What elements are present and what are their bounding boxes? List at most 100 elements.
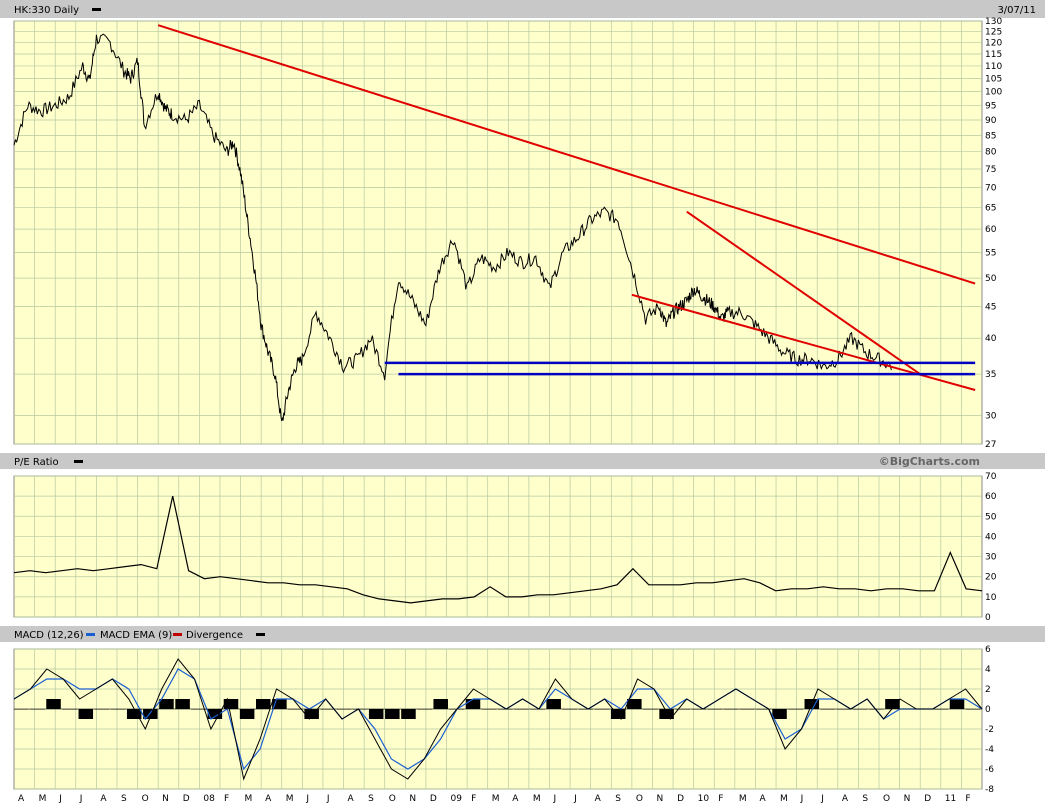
x-tick-label: A: [842, 794, 849, 804]
divergence-bar: [143, 709, 158, 719]
pe-grid: [14, 475, 982, 618]
macd-title-bar: [0, 626, 1045, 642]
divergence-bar: [223, 699, 239, 709]
x-tick-label: A: [18, 794, 25, 804]
price-panel: [13, 20, 983, 445]
y-tick-label: 40: [985, 532, 997, 542]
y-tick-label: 95: [985, 101, 996, 111]
divergence-bar: [272, 699, 287, 709]
divergence-bar: [949, 699, 965, 709]
x-tick-label: S: [121, 794, 127, 804]
trend-line: [686, 210, 921, 375]
x-tick-label: S: [368, 794, 374, 804]
y-tick-label: 125: [985, 28, 1002, 38]
x-tick-label: A: [595, 794, 602, 804]
price-y-axis: 27 30 35 40 45 50 55 60 65 70 75 80 85 90 95 100 105 110 1…: [985, 17, 1002, 450]
x-tick-label: J: [552, 794, 556, 804]
y-tick-label: 90: [985, 116, 997, 126]
legend-swatch-ema: [173, 633, 182, 636]
x-tick-label: M: [492, 794, 500, 804]
divergence-bar: [175, 699, 190, 709]
y-tick-label: 100: [985, 88, 1002, 98]
divergence-bar: [772, 709, 787, 719]
x-tick-label: S: [862, 794, 868, 804]
y-tick-label: 0: [985, 705, 991, 715]
x-tick-label: D: [430, 794, 437, 804]
header-bar: [0, 0, 1045, 18]
x-tick-label: A: [265, 794, 272, 804]
x-tick-label: A: [512, 794, 519, 804]
x-tick-label: 11: [945, 794, 956, 804]
divergence-bar: [546, 699, 561, 709]
y-tick-label: 27: [985, 440, 996, 450]
divergence-bar: [78, 709, 94, 719]
macd-legend-label: MACD (12,26): [14, 630, 84, 641]
y-tick-label: 35: [985, 370, 996, 380]
divergence-bar: [627, 699, 642, 709]
x-tick-label: O: [636, 794, 643, 804]
macd-line: [13, 658, 983, 781]
date-label: 3/07/11: [997, 5, 1036, 16]
x-tick-label: F: [718, 794, 723, 804]
divergence-bar: [368, 709, 384, 719]
price-line: [13, 33, 892, 422]
y-tick-label: 30: [985, 553, 997, 563]
divergence-bar: [659, 709, 674, 719]
divergence-bar: [256, 699, 271, 709]
x-tick-label: F: [471, 794, 476, 804]
x-tick-label: M: [39, 794, 47, 804]
y-tick-label: 2: [985, 685, 991, 695]
divergence-bar: [433, 699, 448, 709]
y-tick-label: 6: [985, 645, 991, 655]
x-tick-label: S: [615, 794, 621, 804]
divergence-bar: [159, 699, 174, 709]
chart-marks: [13, 24, 983, 781]
pe-title: P/E Ratio: [14, 457, 59, 468]
pe-y-axis: 0 10 20 30 40 50 60 70: [985, 472, 997, 623]
x-tick-label: J: [800, 794, 804, 804]
y-tick-label: 45: [985, 303, 996, 313]
divergence-bar: [465, 699, 481, 709]
y-tick-label: 75: [985, 165, 996, 175]
y-tick-label: 55: [985, 249, 996, 259]
divergence-legend-label: Divergence: [186, 630, 243, 641]
x-tick-label: M: [245, 794, 253, 804]
x-tick-label: D: [924, 794, 931, 804]
y-tick-label: 4: [985, 665, 991, 675]
pe-panel: [13, 475, 983, 618]
y-tick-label: 80: [985, 148, 997, 158]
x-tick-label: 10: [698, 794, 710, 804]
x-tick-label: J: [326, 794, 330, 804]
x-tick-label: N: [656, 794, 663, 804]
x-axis: A M J J A S O N D 08 F M A M J J A S O N D 09 F M A M J J A S O N D 10 F M A…: [18, 794, 971, 804]
x-tick-label: N: [409, 794, 416, 804]
x-tick-label: O: [142, 794, 149, 804]
pe-line: [13, 495, 983, 604]
y-tick-label: 40: [985, 334, 997, 344]
x-tick-label: J: [79, 794, 83, 804]
y-tick-label: 50: [985, 512, 997, 522]
x-tick-label: A: [100, 794, 107, 804]
symbol-label: HK:330 Daily: [14, 5, 79, 16]
x-tick-label: N: [162, 794, 169, 804]
y-tick-label: 115: [985, 50, 1002, 60]
macd-panel: [13, 648, 983, 790]
x-tick-label: J: [820, 794, 824, 804]
divergence-bar: [304, 709, 319, 719]
legend-swatch-price: [92, 8, 101, 11]
x-tick-label: 09: [451, 794, 463, 804]
x-tick-label: A: [348, 794, 355, 804]
legend-swatch-macd: [86, 633, 95, 636]
x-tick-label: M: [533, 794, 541, 804]
x-tick-label: O: [883, 794, 890, 804]
legend-swatch-pe: [74, 460, 83, 463]
x-tick-label: 08: [203, 794, 215, 804]
y-tick-label: 20: [985, 573, 997, 583]
divergence-bar: [385, 709, 400, 719]
x-tick-label: M: [286, 794, 294, 804]
y-tick-label: 60: [985, 492, 997, 502]
x-tick-label: D: [677, 794, 684, 804]
watermark: ©BigCharts.com: [879, 455, 980, 468]
